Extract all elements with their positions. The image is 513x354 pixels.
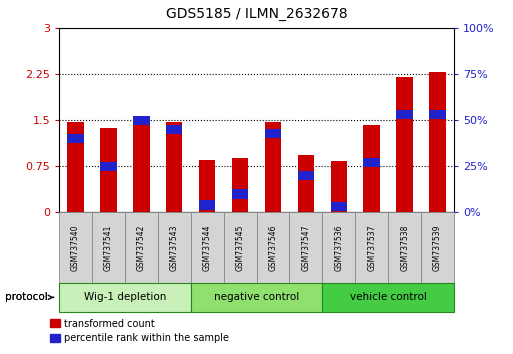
Legend: transformed count, percentile rank within the sample: transformed count, percentile rank withi… xyxy=(46,315,233,347)
Bar xyxy=(100,128,116,212)
Text: vehicle control: vehicle control xyxy=(350,292,427,302)
FancyBboxPatch shape xyxy=(289,212,322,283)
Text: protocol: protocol xyxy=(5,292,53,302)
Bar xyxy=(330,202,347,211)
Text: GSM737541: GSM737541 xyxy=(104,224,113,271)
Bar xyxy=(100,162,116,171)
Bar xyxy=(67,134,84,143)
FancyBboxPatch shape xyxy=(224,212,256,283)
Text: GSM737536: GSM737536 xyxy=(334,224,343,271)
Bar xyxy=(265,129,281,138)
Bar xyxy=(133,117,149,212)
Text: GSM737546: GSM737546 xyxy=(268,224,278,271)
Bar xyxy=(67,122,84,212)
Text: GSM737538: GSM737538 xyxy=(400,224,409,271)
Bar xyxy=(429,72,446,212)
Bar xyxy=(298,155,314,212)
FancyBboxPatch shape xyxy=(322,283,454,312)
Bar xyxy=(199,160,215,212)
Text: GSM737539: GSM737539 xyxy=(433,224,442,271)
Bar xyxy=(133,116,149,125)
Bar xyxy=(265,121,281,212)
FancyBboxPatch shape xyxy=(191,283,322,312)
FancyBboxPatch shape xyxy=(421,212,454,283)
Bar xyxy=(429,110,446,119)
Bar xyxy=(166,125,183,134)
Text: GSM737544: GSM737544 xyxy=(203,224,212,271)
FancyBboxPatch shape xyxy=(191,212,224,283)
FancyBboxPatch shape xyxy=(355,212,388,283)
FancyBboxPatch shape xyxy=(59,212,92,283)
FancyBboxPatch shape xyxy=(388,212,421,283)
FancyBboxPatch shape xyxy=(322,212,355,283)
Bar xyxy=(330,161,347,212)
Bar xyxy=(298,171,314,180)
Bar xyxy=(397,77,413,212)
Bar xyxy=(364,125,380,212)
FancyBboxPatch shape xyxy=(125,212,158,283)
FancyBboxPatch shape xyxy=(59,283,191,312)
Bar xyxy=(364,158,380,167)
Text: protocol: protocol xyxy=(5,292,48,302)
FancyBboxPatch shape xyxy=(256,212,289,283)
Text: Wig-1 depletion: Wig-1 depletion xyxy=(84,292,166,302)
Text: GDS5185 / ILMN_2632678: GDS5185 / ILMN_2632678 xyxy=(166,7,347,21)
Bar xyxy=(199,200,215,210)
FancyBboxPatch shape xyxy=(92,212,125,283)
Text: GSM737542: GSM737542 xyxy=(137,224,146,271)
FancyBboxPatch shape xyxy=(158,212,191,283)
Bar xyxy=(397,110,413,119)
Text: negative control: negative control xyxy=(214,292,299,302)
Bar xyxy=(232,158,248,212)
Text: GSM737545: GSM737545 xyxy=(235,224,245,271)
Bar xyxy=(166,121,183,212)
Text: GSM737547: GSM737547 xyxy=(301,224,310,271)
Text: GSM737540: GSM737540 xyxy=(71,224,80,271)
Text: GSM737543: GSM737543 xyxy=(170,224,179,271)
Text: GSM737537: GSM737537 xyxy=(367,224,376,271)
Bar xyxy=(232,189,248,199)
